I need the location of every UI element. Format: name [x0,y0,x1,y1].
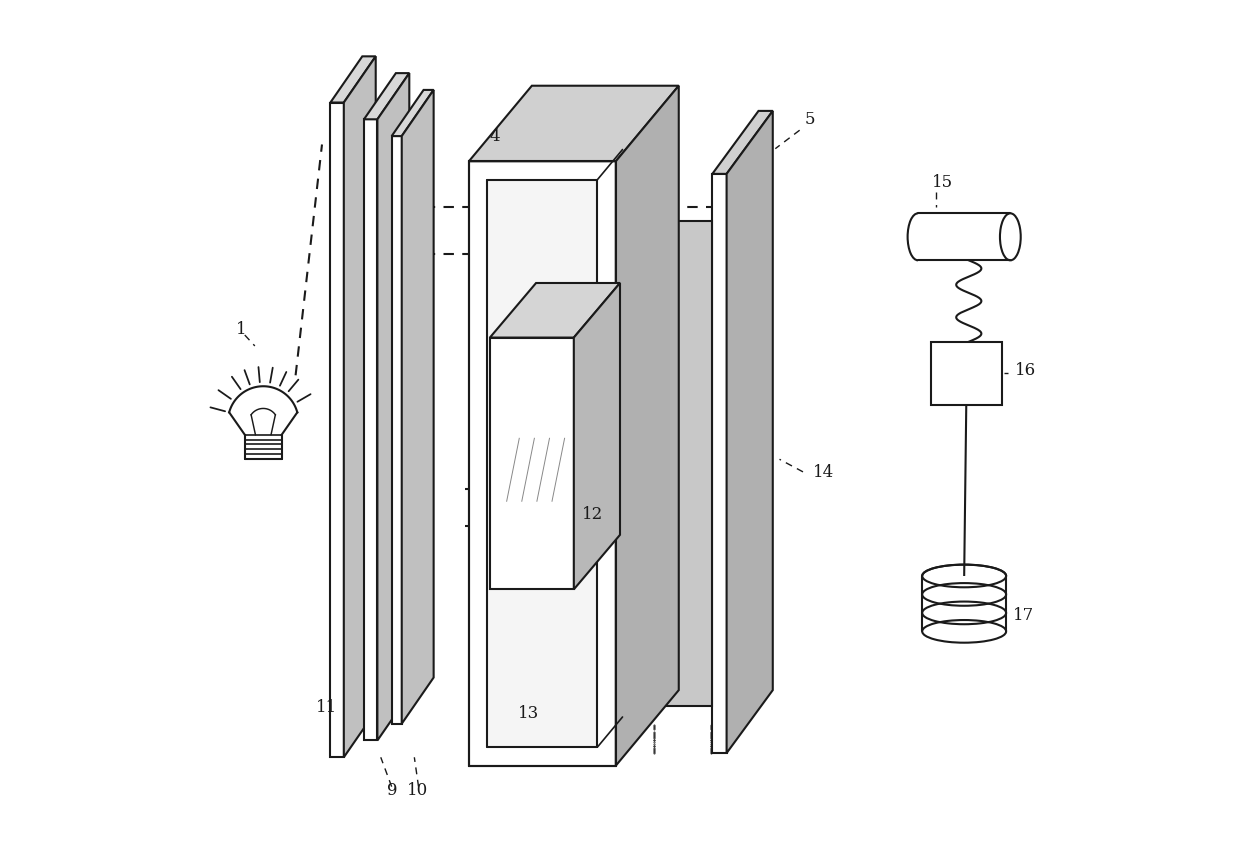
Text: 16: 16 [1014,361,1035,378]
Text: 1: 1 [236,321,247,338]
Polygon shape [923,576,1006,631]
Polygon shape [469,87,678,162]
Polygon shape [918,214,1011,261]
Text: 4: 4 [490,128,501,145]
Polygon shape [653,222,712,706]
Polygon shape [712,111,773,175]
Text: 15: 15 [932,174,954,192]
Text: 14: 14 [813,463,835,480]
Polygon shape [616,87,678,766]
Polygon shape [402,91,434,724]
Polygon shape [490,284,620,338]
Polygon shape [727,111,773,753]
Text: 11: 11 [316,698,337,715]
Polygon shape [490,338,574,590]
Polygon shape [330,57,376,103]
Polygon shape [330,103,343,757]
Polygon shape [365,74,409,120]
Polygon shape [469,162,616,766]
Polygon shape [574,284,620,590]
Polygon shape [343,57,376,757]
Polygon shape [392,91,434,137]
Polygon shape [930,343,1002,405]
Text: 9: 9 [387,782,397,798]
Text: 17: 17 [1013,606,1034,623]
Text: 5: 5 [805,111,815,128]
Polygon shape [365,120,377,741]
Polygon shape [712,175,727,753]
Text: 10: 10 [407,782,428,798]
Polygon shape [487,181,598,747]
Polygon shape [392,137,402,724]
Text: 12: 12 [583,506,604,522]
Text: 13: 13 [517,704,539,721]
Polygon shape [377,74,409,741]
